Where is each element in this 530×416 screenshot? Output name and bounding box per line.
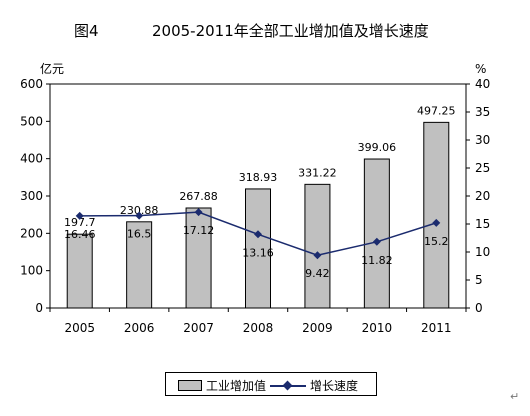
left-axis-tick-label: 300 <box>20 189 43 203</box>
x-axis-tick-label: 2008 <box>243 321 274 335</box>
right-axis-tick-label: 40 <box>475 77 490 91</box>
x-axis-tick-label: 2007 <box>183 321 214 335</box>
bar <box>363 158 390 309</box>
bar-data-label: 497.25 <box>417 104 456 117</box>
line-point-marker <box>313 251 322 260</box>
legend-item-line: 增长速度 <box>270 377 358 394</box>
line-data-label: 9.42 <box>305 267 330 280</box>
bar-data-label: 230.88 <box>120 204 159 217</box>
x-axis-tick-label: 2010 <box>362 321 393 335</box>
left-axis-tick-label: 200 <box>20 226 43 240</box>
line-point-marker <box>372 237 381 246</box>
left-axis-tick-label: 400 <box>20 152 43 166</box>
line-data-label: 13.16 <box>242 246 274 259</box>
line-swatch-icon <box>270 380 306 392</box>
bar-data-label: 331.22 <box>298 166 337 179</box>
right-axis-tick-label: 15 <box>475 217 490 231</box>
right-axis-tick-label: 35 <box>475 105 490 119</box>
left-axis-unit: 亿元 <box>40 61 64 76</box>
legend-label-bar: 工业增加值 <box>206 379 267 393</box>
right-axis-tick-label: 0 <box>475 301 483 315</box>
bar <box>423 121 450 309</box>
line-point-marker <box>75 211 84 220</box>
right-axis-tick-label: 25 <box>475 161 490 175</box>
bar-swatch-icon <box>178 380 202 391</box>
bar <box>126 221 153 309</box>
legend-label-line: 增长速度 <box>310 379 359 393</box>
bar-data-label: 197.7 <box>64 216 96 229</box>
left-axis-tick-label: 0 <box>35 301 43 315</box>
line-point-marker <box>254 230 262 239</box>
right-axis-tick-label: 5 <box>475 273 483 287</box>
line-data-label: 15.2 <box>424 235 449 248</box>
line-point-marker <box>194 208 203 217</box>
left-axis-tick-label: 600 <box>20 77 43 91</box>
x-axis-tick-label: 2009 <box>302 321 333 335</box>
x-axis-tick-label: 2005 <box>64 321 95 335</box>
bar <box>185 207 212 309</box>
chart-title: 2005-2011年全部工业增加值及增长速度 <box>152 22 429 40</box>
legend: 工业增加值 增长速度 <box>165 372 377 396</box>
line-data-label: 16.5 <box>127 228 152 241</box>
bar <box>245 188 271 309</box>
left-axis-tick-label: 100 <box>20 264 43 278</box>
line-data-label: 16.46 <box>64 228 96 241</box>
bar <box>66 233 93 309</box>
line-data-label: 17.12 <box>183 224 215 237</box>
left-axis-tick-label: 500 <box>20 114 43 128</box>
bar <box>304 183 331 309</box>
x-axis-tick-label: 2011 <box>421 321 452 335</box>
line-point-marker <box>135 211 144 220</box>
right-axis-tick-label: 20 <box>475 189 490 203</box>
right-axis-tick-label: 10 <box>475 245 490 259</box>
line-point-marker <box>432 218 441 227</box>
figure-label: 图4 <box>74 22 99 40</box>
bar-data-label: 267.88 <box>179 190 218 203</box>
return-mark: ↵ <box>510 390 520 403</box>
right-axis-unit: % <box>475 62 486 76</box>
line-data-label: 11.82 <box>361 254 393 267</box>
right-axis-tick-label: 30 <box>475 133 490 147</box>
legend-item-bar: 工业增加值 <box>178 377 266 394</box>
bar-data-label: 399.06 <box>358 141 397 154</box>
x-axis-tick-label: 2006 <box>124 321 155 335</box>
bar-data-label: 318.93 <box>239 171 278 184</box>
